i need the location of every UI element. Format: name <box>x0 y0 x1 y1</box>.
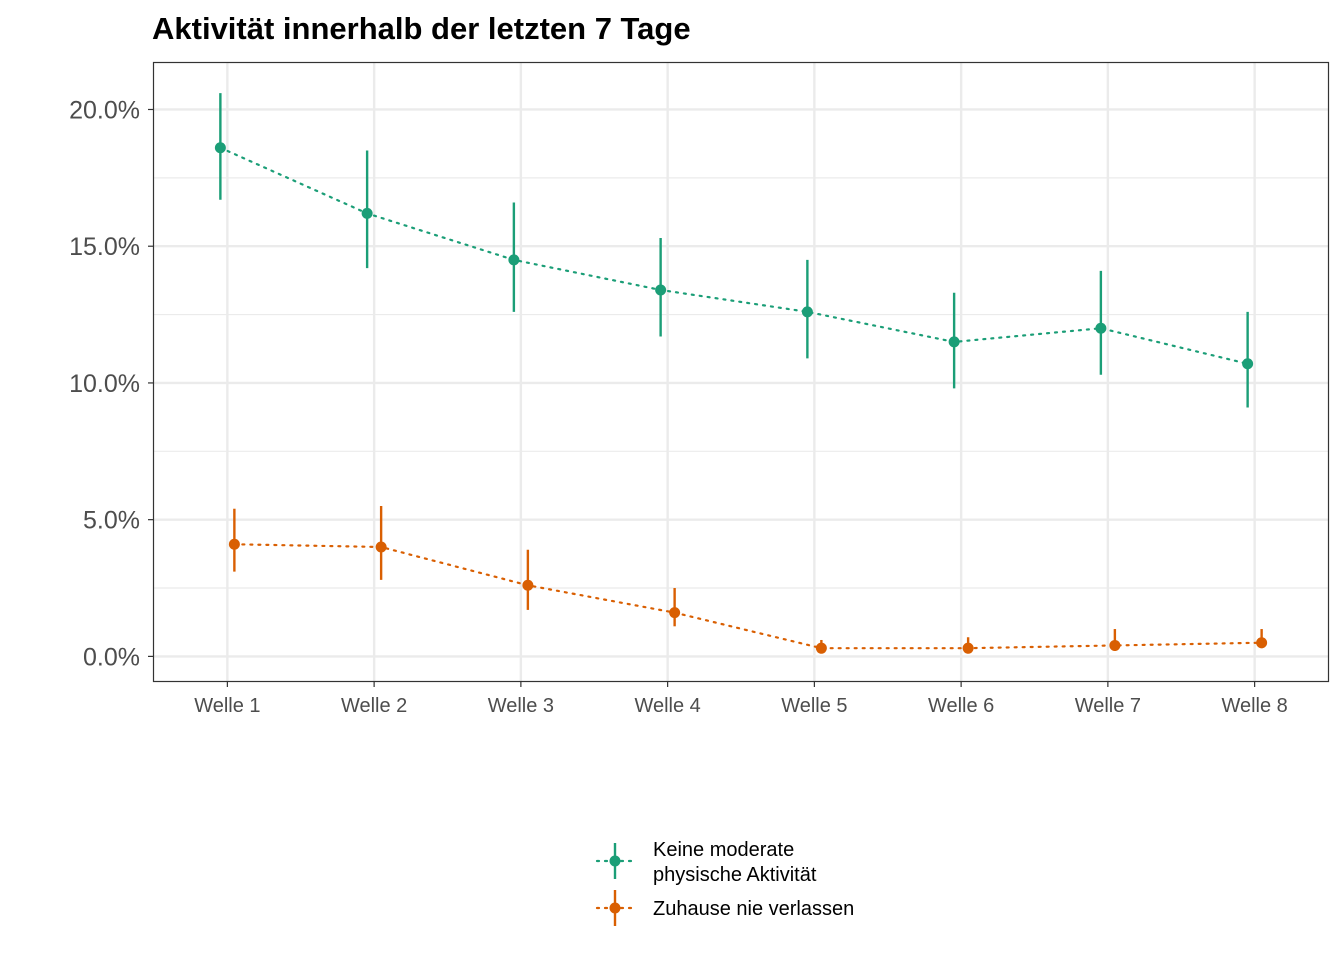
grid-major <box>154 63 1328 681</box>
data-point <box>948 336 960 348</box>
series-layer <box>214 93 1268 654</box>
y-tick-label: 15.0% <box>69 233 140 261</box>
x-tick-label: Welle 2 <box>341 695 407 717</box>
y-tick-label: 0.0% <box>83 643 140 671</box>
legend-label: Zuhause nie verlassen <box>653 898 854 920</box>
data-point <box>655 284 667 296</box>
legend-item-2: Zuhause nie verlassen <box>595 890 854 926</box>
series-line <box>219 146 1249 365</box>
x-tick-label: Welle 4 <box>634 695 700 717</box>
y-axis: 0.0% 5.0% 10.0% 15.0% 20.0% <box>69 96 154 671</box>
series-2 <box>228 505 1268 654</box>
data-point <box>1256 637 1268 649</box>
y-tick-label: 5.0% <box>83 507 140 535</box>
data-point <box>228 538 240 550</box>
data-point <box>1095 322 1107 334</box>
x-axis: Welle 1 Welle 2 Welle 3 Welle 4 Welle 5 Welle… <box>194 681 1288 717</box>
data-point <box>801 306 813 318</box>
x-tick-label: Welle 1 <box>194 695 260 717</box>
data-point <box>361 207 373 219</box>
data-point <box>508 254 520 266</box>
x-tick-label: Welle 7 <box>1075 695 1141 717</box>
y-tick-label: 20.0% <box>69 96 140 124</box>
legend-item-1: Keine moderate physische Aktivität <box>595 839 817 886</box>
legend-key-point <box>609 902 621 914</box>
legend-key-point <box>609 855 621 867</box>
x-tick-label: Welle 5 <box>781 695 847 717</box>
series-1 <box>214 93 1254 408</box>
data-point <box>1109 639 1121 651</box>
x-tick-label: Welle 6 <box>928 695 994 717</box>
x-tick-label: Welle 8 <box>1221 695 1287 717</box>
data-point <box>214 142 226 154</box>
legend-label: physische Aktivität <box>653 864 817 886</box>
plot-border <box>152 61 1330 683</box>
legend: Keine moderate physische Aktivität Zuhause… <box>595 839 854 926</box>
data-point <box>962 642 974 654</box>
data-point <box>815 642 827 654</box>
data-point <box>375 541 387 553</box>
grid-minor <box>154 177 1328 589</box>
data-point <box>522 579 534 591</box>
data-point <box>1242 358 1254 370</box>
chart-title: Aktivität innerhalb der letzten 7 Tage <box>152 11 691 46</box>
plot-background <box>153 62 1329 682</box>
legend-label: Keine moderate <box>653 839 794 861</box>
y-tick-label: 10.0% <box>69 370 140 398</box>
data-point <box>669 607 681 619</box>
x-tick-label: Welle 3 <box>488 695 554 717</box>
